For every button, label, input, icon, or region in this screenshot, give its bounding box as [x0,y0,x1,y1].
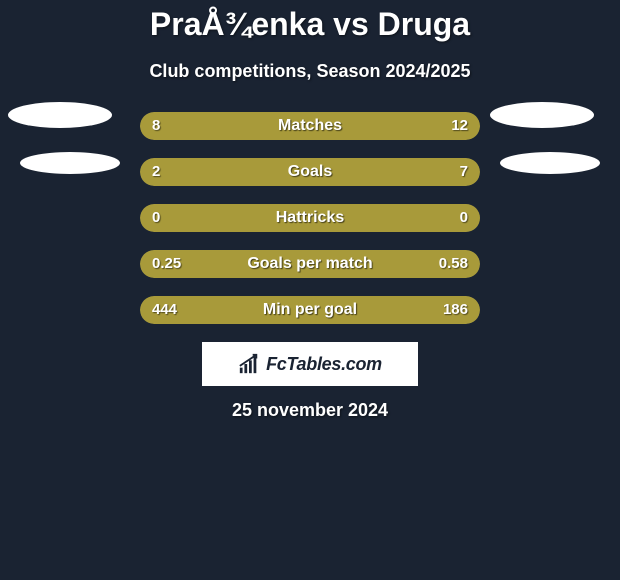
stat-label: Matches [140,112,480,140]
stat-row: 444186Min per goal [0,296,620,324]
signal-bars-icon [238,353,260,375]
logo-text: FcTables.com [266,354,382,375]
team-right-placeholder [490,102,594,128]
comparison-chart: 812Matches 27Goals 00Hattricks 0.250.58Goal… [0,112,620,324]
team-left-placeholder [20,152,120,174]
team-left-placeholder [8,102,112,128]
fctables-logo[interactable]: FcTables.com [202,342,418,386]
team-right-placeholder [500,152,600,174]
stat-row: 00Hattricks [0,204,620,232]
page-subtitle: Club competitions, Season 2024/2025 [0,61,620,82]
snapshot-date: 25 november 2024 [0,400,620,421]
stat-label: Goals [140,158,480,186]
stat-row: 812Matches [0,112,620,140]
stat-label: Min per goal [140,296,480,324]
stat-label: Goals per match [140,250,480,278]
stat-row: 27Goals [0,158,620,186]
page-title: PraÅ¾enka vs Druga [0,0,620,43]
stat-row: 0.250.58Goals per match [0,250,620,278]
stat-label: Hattricks [140,204,480,232]
